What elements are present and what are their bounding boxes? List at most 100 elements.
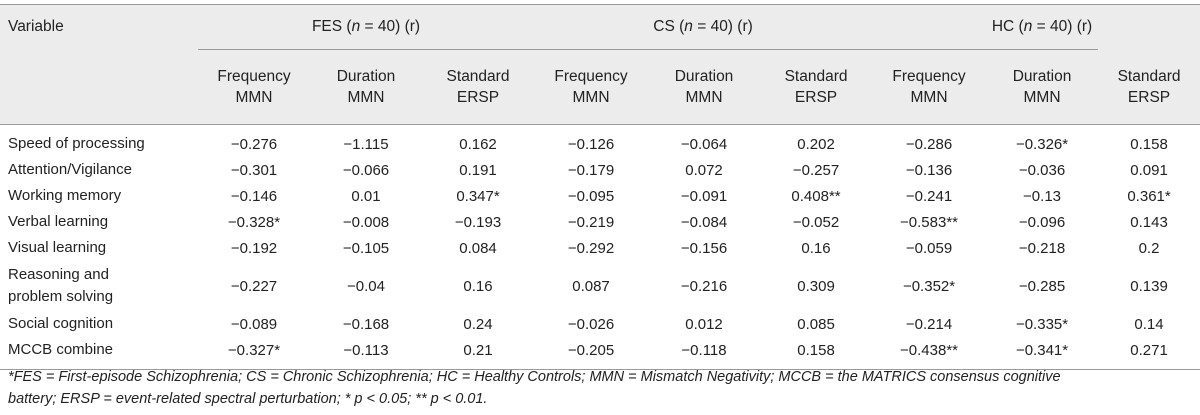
table-cell: −0.091 xyxy=(680,187,728,205)
table-cell: 0.408** xyxy=(791,187,841,205)
subheader: Frequency MMN xyxy=(534,49,649,125)
table-cell: −0.276 xyxy=(230,135,278,153)
row-label: MCCB combine xyxy=(0,337,198,370)
table-cell: 0.347* xyxy=(456,187,500,205)
subheader-row: Frequency MMN Duration MMN Standard ERSP Fr… xyxy=(0,49,1200,125)
table-cell: −1.115 xyxy=(343,135,389,153)
table-cell: −0.13 xyxy=(1023,187,1062,205)
row-label: Working memory xyxy=(8,187,122,204)
table-cell: −0.026 xyxy=(567,315,615,333)
subheader: Frequency MMN xyxy=(198,49,310,125)
row-label: Reasoning and problem solving xyxy=(8,266,114,305)
table-cell: −0.136 xyxy=(905,161,953,179)
table-cell: −0.214 xyxy=(905,315,953,333)
table-cell: −0.192 xyxy=(230,239,278,257)
table-cell: −0.193 xyxy=(454,213,502,231)
table-cell: 0.2 xyxy=(1138,239,1160,257)
variable-header: Variable xyxy=(0,4,198,50)
table-cell: 0.158 xyxy=(760,337,873,370)
group-header-spacer xyxy=(1098,4,1200,50)
table-cell: 0.16 xyxy=(463,277,493,295)
table-cell: −0.301 xyxy=(230,161,278,179)
subheader: Duration MMN xyxy=(986,49,1099,125)
subheader: Standard ERSP xyxy=(422,49,535,125)
table-row: Social cognition −0.089 −0.168 0.24 −0.0… xyxy=(0,311,1200,337)
table-cell: −0.064 xyxy=(680,135,728,153)
table-cell: −0.096 xyxy=(1018,213,1066,231)
table-cell: 0.361* xyxy=(1127,187,1171,205)
table-cell: −0.118 xyxy=(648,337,761,370)
table-cell: −0.341* xyxy=(986,337,1099,370)
table-cell: −0.583** xyxy=(900,213,959,231)
table-cell: −0.179 xyxy=(567,161,615,179)
footnote-line: battery; ERSP = event-related spectral p… xyxy=(8,391,488,407)
row-label: Visual learning xyxy=(8,239,107,256)
table-cell: 0.24 xyxy=(463,315,493,333)
table-cell: −0.438** xyxy=(872,337,987,370)
table-cell: −0.328* xyxy=(227,213,281,231)
row-label: Social cognition xyxy=(8,315,114,332)
table-row: Working memory −0.146 0.01 0.347* −0.095… xyxy=(0,183,1200,209)
table-cell: 0.21 xyxy=(422,337,535,370)
table-cell: −0.327* xyxy=(198,337,310,370)
table-cell: −0.216 xyxy=(680,277,728,295)
table-cell: −0.168 xyxy=(342,315,390,333)
table-cell: 0.271 xyxy=(1098,337,1200,370)
subheader-blank xyxy=(0,49,198,125)
table-cell: −0.146 xyxy=(230,187,278,205)
table-cell: 0.143 xyxy=(1130,213,1168,231)
subheader: Standard ERSP xyxy=(760,49,873,125)
table-cell: −0.052 xyxy=(792,213,840,231)
table-cell: −0.257 xyxy=(792,161,840,179)
row-label: Attention/Vigilance xyxy=(8,161,132,178)
table-cell: −0.219 xyxy=(567,213,615,231)
table-cell: −0.156 xyxy=(680,239,728,257)
table-cell: −0.066 xyxy=(342,161,390,179)
table-cell: −0.227 xyxy=(230,277,278,295)
table-cell: −0.089 xyxy=(230,315,278,333)
group-header-hc: HC (n = 40) (r) xyxy=(872,4,1099,50)
table-cell: −0.241 xyxy=(905,187,953,205)
table-row: Visual learning −0.192 −0.105 0.084 −0.2… xyxy=(0,235,1200,261)
row-label: Speed of processing xyxy=(8,135,145,152)
table-cell: −0.059 xyxy=(905,239,953,257)
table-cell: −0.326* xyxy=(1015,135,1069,153)
table-cell: −0.286 xyxy=(905,135,953,153)
table-cell: 0.091 xyxy=(1130,161,1168,179)
table-row: Speed of processing −0.276 −1.115 0.162 … xyxy=(0,125,1200,158)
table-cell: −0.205 xyxy=(534,337,649,370)
table-cell: 0.139 xyxy=(1130,277,1168,295)
table-cell: −0.285 xyxy=(1018,277,1066,295)
row-label: Verbal learning xyxy=(8,213,109,230)
correlation-table: Variable FES (n = 40) (r) CS (n = 40) (r… xyxy=(0,4,1200,370)
table-cell: −0.105 xyxy=(342,239,390,257)
table-cell: 0.012 xyxy=(685,315,723,333)
table-cell: 0.162 xyxy=(459,135,497,153)
table-cell: −0.218 xyxy=(1018,239,1066,257)
table-cell: 0.191 xyxy=(459,161,497,179)
subheader: Duration MMN xyxy=(310,49,422,125)
group-header-fes: FES (n = 40) (r) xyxy=(198,4,535,50)
table-cell: −0.113 xyxy=(310,337,422,370)
table-cell: −0.04 xyxy=(347,277,385,295)
table-cell: 0.16 xyxy=(801,239,831,257)
group-header-row: Variable FES (n = 40) (r) CS (n = 40) (r… xyxy=(0,4,1200,50)
table-cell: 0.14 xyxy=(1134,315,1164,333)
subheader: Duration MMN xyxy=(648,49,761,125)
table-cell: 0.202 xyxy=(797,135,835,153)
table-row: Verbal learning −0.328* −0.008 −0.193 −0… xyxy=(0,209,1200,235)
table-row: MCCB combine −0.327* −0.113 0.21 −0.205 … xyxy=(0,337,1200,370)
table-cell: −0.335* xyxy=(1015,315,1069,333)
table-cell: −0.292 xyxy=(567,239,615,257)
table-cell: 0.084 xyxy=(459,239,497,257)
table-row: Attention/Vigilance −0.301 −0.066 0.191 … xyxy=(0,157,1200,183)
table-cell: −0.126 xyxy=(567,135,615,153)
table-row: Reasoning and problem solving −0.227 −0.0… xyxy=(0,261,1200,311)
subheader: Frequency MMN xyxy=(872,49,987,125)
group-header-cs: CS (n = 40) (r) xyxy=(534,4,873,50)
table-cell: 0.085 xyxy=(797,315,835,333)
table-cell: 0.01 xyxy=(351,187,381,205)
table-cell: 0.072 xyxy=(685,161,723,179)
subheader: Standard ERSP xyxy=(1098,49,1200,125)
